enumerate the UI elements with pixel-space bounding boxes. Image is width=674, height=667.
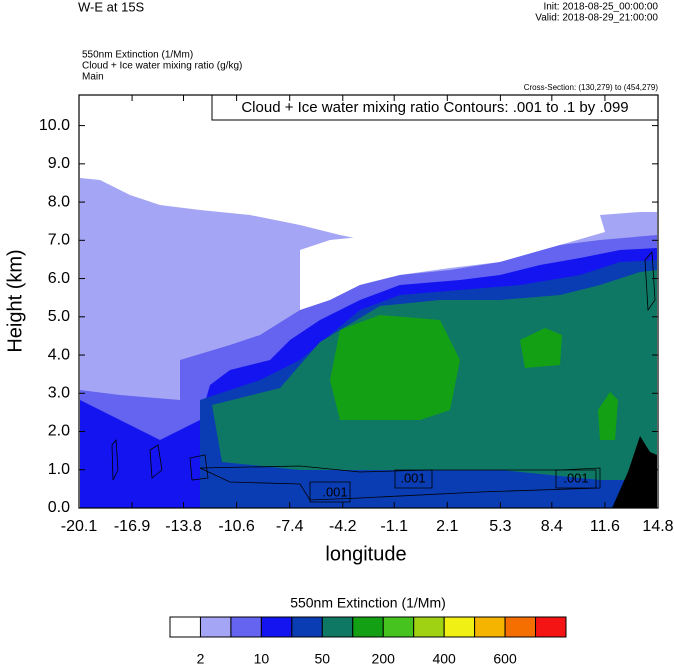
x-tick-label: -16.9 bbox=[114, 518, 151, 535]
y-tick-label: 9.0 bbox=[48, 155, 70, 172]
colorbar-label: 200 bbox=[372, 651, 396, 667]
y-tick-label: 2.0 bbox=[48, 423, 70, 440]
contour-fill bbox=[330, 315, 460, 420]
colorbar-box bbox=[260, 616, 293, 638]
contour-info: Cloud + Ice water mixing ratio Contours:… bbox=[241, 99, 628, 116]
colorbar-label: 2 bbox=[197, 651, 205, 667]
colorbar-box bbox=[413, 616, 445, 638]
y-tick-label: 3.0 bbox=[48, 384, 70, 401]
x-tick-label: -7.4 bbox=[276, 518, 304, 535]
x-axis-title: longitude bbox=[325, 543, 406, 565]
x-tick-label: 2.1 bbox=[436, 518, 458, 535]
x-tick-label: 14.8 bbox=[642, 518, 673, 535]
init-time: Init: 2018-08-25_00:00:00 bbox=[543, 2, 658, 13]
y-tick-label: 6.0 bbox=[48, 270, 70, 287]
x-tick-label: -4.2 bbox=[329, 518, 357, 535]
colorbar-box bbox=[352, 616, 384, 638]
plot-area: .001 .001 .001 Cloud + Ice water mixing … bbox=[78, 94, 659, 509]
x-tick-label: -13.8 bbox=[165, 518, 202, 535]
plot-frame bbox=[78, 94, 659, 509]
y-axis-title: Height (km) bbox=[4, 249, 26, 352]
colorbar-label: 10 bbox=[254, 651, 270, 667]
contour-fill bbox=[598, 392, 618, 440]
y-tick-label: 0.0 bbox=[48, 499, 70, 516]
colorbar-title: 550nm Extinction (1/Mm) bbox=[290, 595, 446, 611]
contour-line bbox=[111, 251, 656, 481]
colorbar-box bbox=[230, 616, 262, 638]
colorbar-box bbox=[321, 616, 354, 638]
colorbar-box bbox=[199, 616, 232, 638]
colorbar-box bbox=[443, 616, 476, 638]
field-label: Main bbox=[82, 72, 104, 83]
colorbar-box bbox=[291, 616, 323, 638]
contour-fill bbox=[232, 215, 605, 365]
x-tick-label: -10.6 bbox=[218, 518, 255, 535]
contour-label: .001 bbox=[563, 470, 588, 485]
x-tick-label: 5.3 bbox=[489, 518, 511, 535]
contour-label: .001 bbox=[322, 484, 347, 499]
x-tick-label: -20.1 bbox=[61, 518, 98, 535]
valid-time: Valid: 2018-08-29_21:00:00 bbox=[535, 13, 658, 24]
x-tick-label: 11.6 bbox=[590, 518, 620, 535]
y-tick-label: 10.0 bbox=[39, 117, 70, 134]
y-tick-label: 8.0 bbox=[48, 193, 70, 210]
colorbar-label: 600 bbox=[493, 651, 517, 667]
y-tick-label: 5.0 bbox=[48, 308, 70, 325]
field-label: Cloud + Ice water mixing ratio (g/kg) bbox=[82, 61, 242, 72]
y-tick-label: 4.0 bbox=[48, 346, 70, 363]
terrain bbox=[612, 436, 657, 508]
colorbar-box bbox=[382, 616, 415, 638]
colorbar-box bbox=[504, 616, 537, 638]
colorbar-label: 400 bbox=[432, 651, 456, 667]
cross-section: Cross-Section: (130,279) to (454,279) bbox=[524, 83, 659, 92]
colorbar-box bbox=[169, 616, 201, 638]
contour-line bbox=[309, 469, 597, 503]
x-tick-label: 8.4 bbox=[541, 518, 563, 535]
colorbar-label: 50 bbox=[315, 651, 331, 667]
x-tick-label: -1.1 bbox=[380, 518, 408, 535]
y-tick-label: 1.0 bbox=[48, 461, 70, 478]
y-tick-label: 7.0 bbox=[48, 232, 70, 249]
colorbar-box bbox=[535, 616, 567, 638]
chart-title: W-E at 15S bbox=[78, 0, 145, 14]
field-label: 550nm Extinction (1/Mm) bbox=[82, 50, 193, 61]
colorbar-box bbox=[474, 616, 506, 638]
contour-line bbox=[199, 465, 601, 501]
contour-label: .001 bbox=[400, 470, 425, 485]
contour-fill bbox=[520, 328, 562, 368]
